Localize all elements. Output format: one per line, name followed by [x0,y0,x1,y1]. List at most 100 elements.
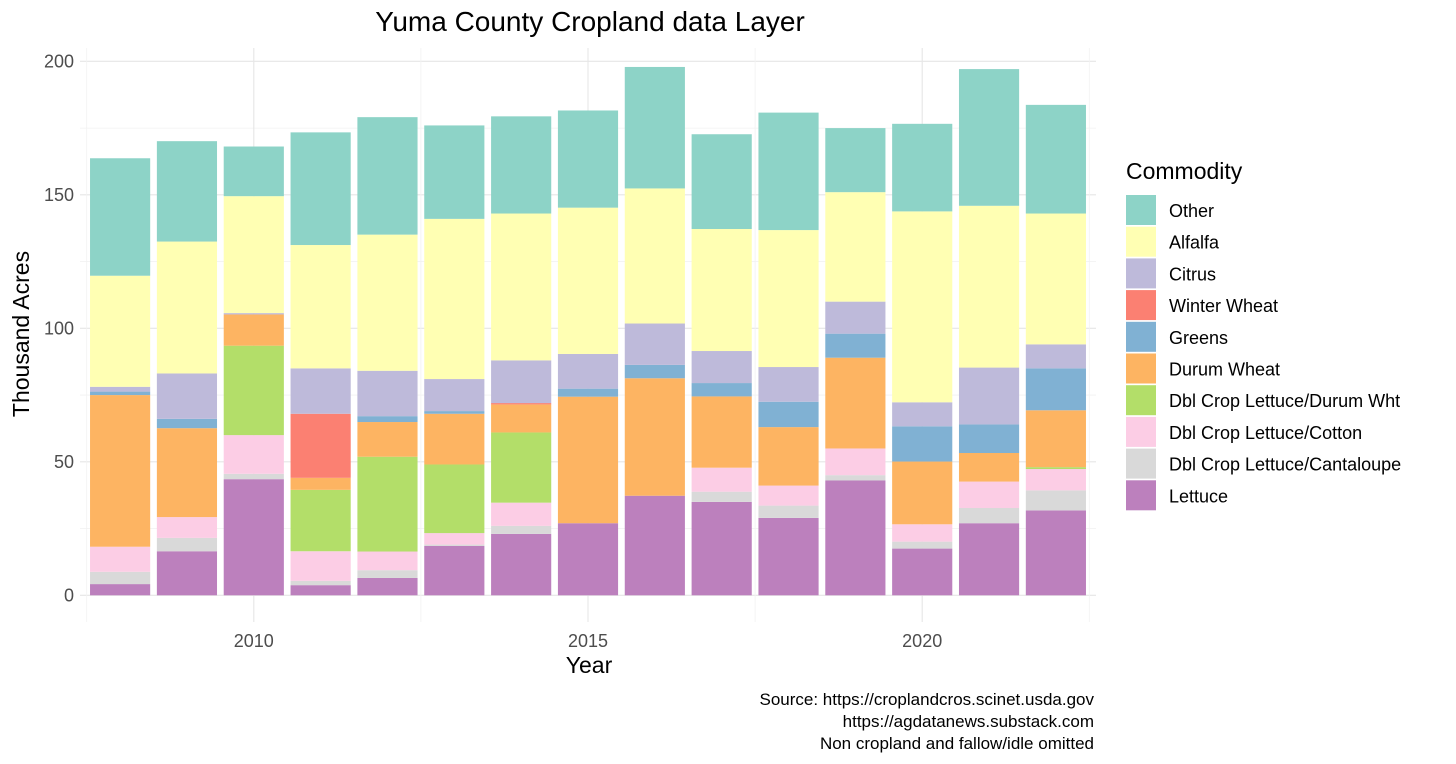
bar-segment [223,314,284,346]
bar-segment [825,480,886,596]
bar-segment [1025,410,1086,468]
bar-segment [758,112,819,231]
legend-label: Lettuce [1169,486,1228,506]
y-tick-label: 200 [44,51,74,71]
bar-segment [624,495,685,596]
bar-segment [90,275,151,387]
bar-segment [156,373,218,419]
bar-segment [90,571,151,585]
bar-segment [491,432,552,503]
bar-segment [624,323,685,365]
bar-segment [758,427,819,486]
bar-segment [892,211,953,403]
bar-segment [424,464,485,534]
bar-segment [223,345,284,436]
caption-line: Source: https://croplandcros.scinet.usda… [759,690,1094,709]
bar-segment [156,537,218,552]
bar-segment [357,370,418,417]
bar-segment [290,413,351,478]
bar-segment [424,533,485,545]
bar-segment [156,418,218,429]
bar-segment [624,66,685,189]
legend-label: Citrus [1169,264,1216,284]
bar-segment [223,196,284,314]
bar-segment [491,360,552,404]
bar-segment [892,426,953,462]
bar-segment [958,453,1020,482]
bar-segment [758,505,819,518]
bar-segment [491,502,552,526]
bar-segment [90,158,151,276]
bar-segment [691,229,752,352]
bar-segment [424,218,485,380]
legend-swatch [1126,416,1156,447]
bar-segment [1025,368,1086,411]
y-tick-label: 100 [44,318,74,338]
x-tick-label: 2020 [902,631,942,651]
bar-segment [825,128,886,193]
bar-segment [357,551,418,571]
legend-swatch [1126,226,1156,257]
bar-segment [223,479,284,596]
bar-segment [290,132,351,246]
bar-segment [758,485,819,506]
bar-segment [357,456,418,552]
bar-segment [357,416,418,423]
bar-segment [491,403,552,405]
legend: Commodity Other Alfalfa Citrus Winter Wheat… [1126,158,1401,511]
legend-swatch [1126,258,1156,289]
bar-segment [357,422,418,457]
bar-segment [892,461,953,525]
bar-segment [892,123,953,212]
bar-segment [825,192,886,302]
legend-label: Dbl Crop Lettuce/Durum Wht [1169,391,1400,411]
bar-segment [825,301,886,334]
legend-label: Winter Wheat [1169,296,1278,316]
legend-title: Commodity [1126,158,1243,184]
bar-segment [290,580,351,586]
bar-segment [290,245,351,369]
bars [90,66,1086,596]
bar-segment [758,401,819,428]
bar-segment [491,213,552,361]
bar-segment [557,110,619,208]
y-tick-label: 0 [64,585,74,605]
legend-swatch [1126,385,1156,416]
legend-label: Other [1169,201,1214,221]
bar-segment [357,577,418,596]
bar-segment [424,413,485,465]
bar-segment [557,388,619,397]
bar-segment [424,545,485,596]
bar-segment [758,517,819,596]
bar-segment [156,551,218,596]
bar-segment [892,524,953,542]
caption-line: https://agdatanews.substack.com [843,712,1094,731]
legend-swatch [1126,480,1156,511]
bar-segment [1025,213,1086,345]
bar-segment [691,134,752,230]
bar-segment [90,546,151,572]
bar-segment [958,481,1020,509]
bar-segment [557,207,619,354]
bar-segment [290,551,351,581]
bar-segment [491,525,552,534]
legend-label: Durum Wheat [1169,360,1280,380]
bar-segment [156,428,218,518]
bar-segment [825,357,886,449]
bar-segment [424,125,485,219]
bar-segment [691,396,752,468]
bar-segment [1025,467,1086,470]
bar-segment [958,69,1020,206]
bar-segment [958,523,1020,596]
legend-swatch [1126,448,1156,479]
y-tick-label: 50 [54,452,74,472]
bar-segment [223,473,284,480]
bar-segment [156,517,218,538]
bar-segment [1025,510,1086,596]
bar-segment [557,523,619,596]
bar-segment [691,491,752,502]
caption-line: Non cropland and fallow/idle omitted [820,734,1094,753]
bar-segment [1025,344,1086,369]
y-tick-label: 150 [44,185,74,205]
